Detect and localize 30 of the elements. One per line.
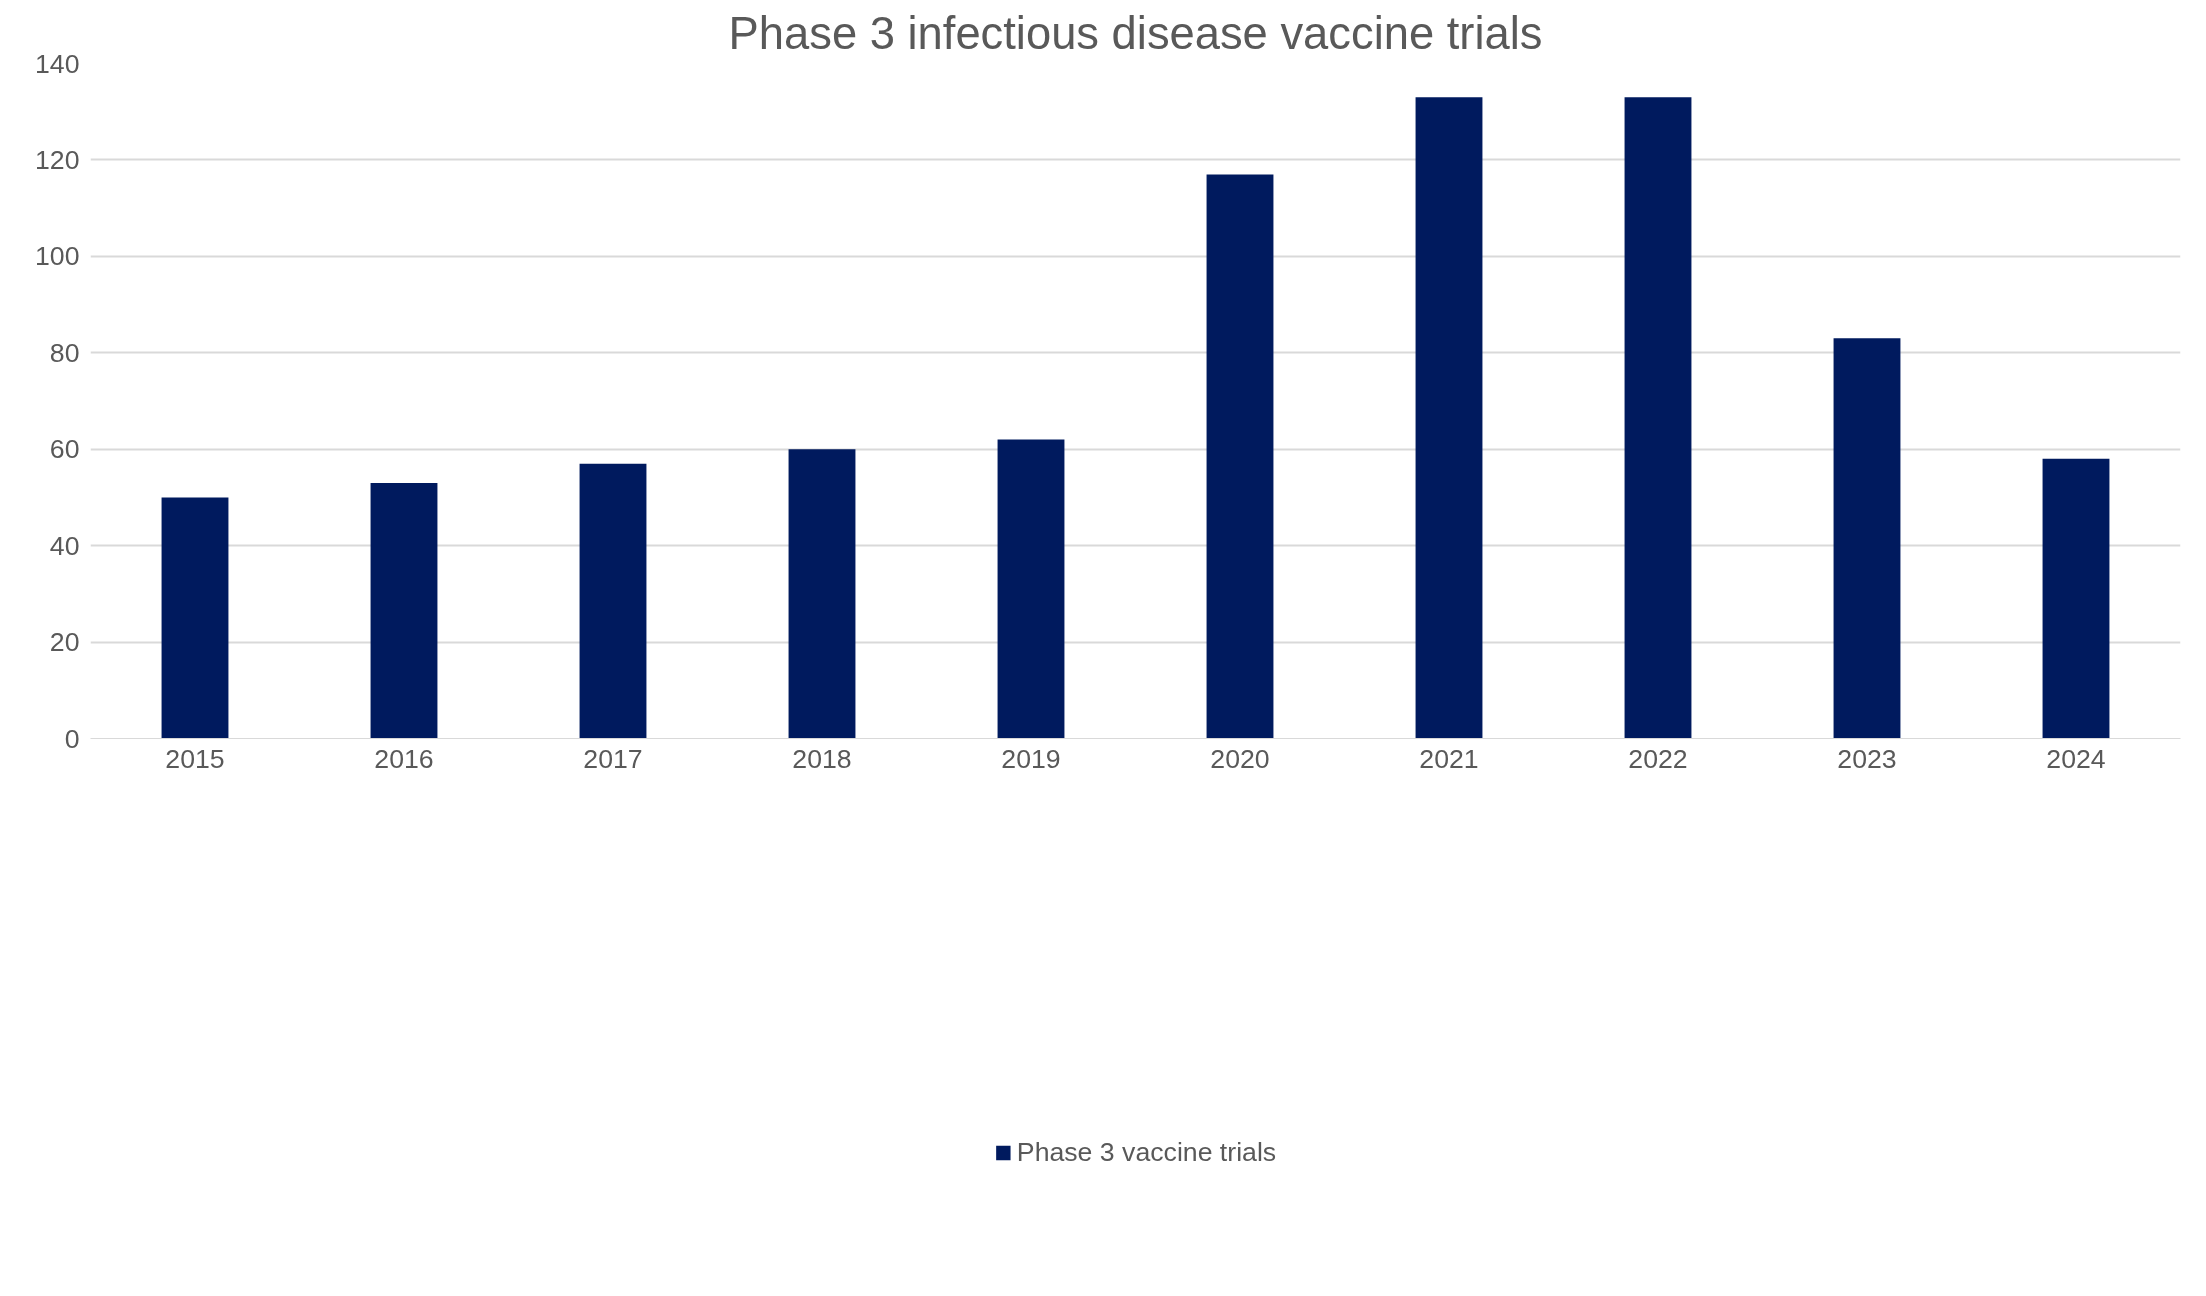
legend-label: Phase 3 vaccine trials bbox=[1016, 1136, 1277, 1168]
y-tick-label: 120 bbox=[35, 144, 80, 175]
y-tick-label: 80 bbox=[49, 337, 80, 368]
x-tick-label: 2024 bbox=[2046, 743, 2106, 774]
y-tick-label: 60 bbox=[49, 434, 80, 465]
y-tick-label: 100 bbox=[35, 241, 80, 272]
y-tick-label: 40 bbox=[49, 530, 80, 561]
y-tick-label: 20 bbox=[49, 627, 80, 658]
bar bbox=[579, 463, 647, 739]
bar bbox=[997, 439, 1065, 739]
x-tick-label: 2019 bbox=[1001, 743, 1061, 774]
x-tick-label: 2020 bbox=[1210, 743, 1270, 774]
x-tick-label: 2023 bbox=[1837, 743, 1897, 774]
x-tick-label: 2018 bbox=[792, 743, 852, 774]
x-tick-label: 2021 bbox=[1419, 743, 1479, 774]
bar bbox=[161, 497, 229, 739]
x-tick-label: 2016 bbox=[374, 743, 434, 774]
bar bbox=[370, 482, 438, 739]
x-tick-label: 2022 bbox=[1628, 743, 1688, 774]
bar bbox=[2042, 458, 2110, 739]
bar bbox=[1833, 338, 1901, 739]
y-tick-label: 0 bbox=[64, 723, 80, 754]
bar bbox=[1206, 174, 1274, 739]
x-tick-label: 2017 bbox=[583, 743, 643, 774]
bar bbox=[788, 449, 856, 739]
x-tick-label: 2015 bbox=[165, 743, 225, 774]
bar bbox=[1415, 97, 1483, 739]
chart-title: Phase 3 infectious disease vaccine trials bbox=[728, 7, 1543, 59]
bar bbox=[1624, 97, 1692, 739]
y-tick-label: 140 bbox=[35, 48, 80, 79]
